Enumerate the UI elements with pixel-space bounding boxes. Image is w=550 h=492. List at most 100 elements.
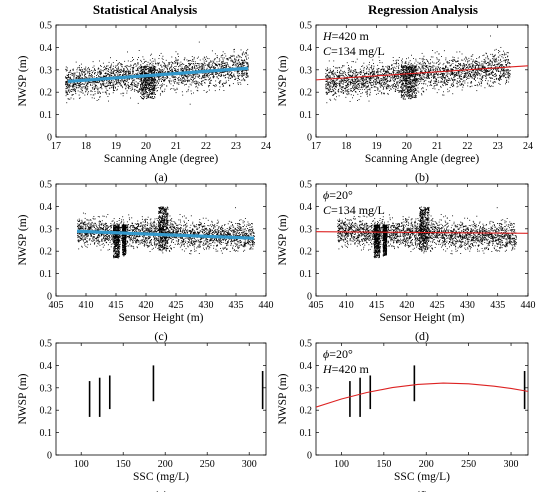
point xyxy=(130,73,131,75)
point xyxy=(224,53,226,55)
point xyxy=(474,73,476,75)
point xyxy=(355,86,357,88)
point xyxy=(181,64,183,66)
point xyxy=(228,79,230,81)
point xyxy=(387,80,389,82)
point xyxy=(396,61,397,63)
point xyxy=(126,67,128,69)
point xyxy=(484,87,486,89)
point xyxy=(235,63,237,65)
point xyxy=(187,69,189,71)
point xyxy=(387,92,389,94)
point xyxy=(326,88,328,90)
point xyxy=(234,76,236,78)
point xyxy=(241,54,243,56)
point xyxy=(78,94,80,96)
point xyxy=(214,64,216,66)
point xyxy=(98,82,100,84)
point xyxy=(148,85,150,87)
point xyxy=(222,57,224,59)
point xyxy=(467,82,469,84)
point xyxy=(429,69,431,71)
point xyxy=(142,62,144,64)
point xyxy=(153,79,155,81)
point xyxy=(432,65,434,67)
point xyxy=(213,71,215,73)
point xyxy=(342,87,344,89)
point xyxy=(163,62,165,64)
point xyxy=(101,88,103,90)
point xyxy=(507,68,509,70)
point xyxy=(141,84,143,86)
point xyxy=(478,61,480,63)
point xyxy=(430,84,432,86)
point xyxy=(423,61,425,63)
point xyxy=(151,93,153,95)
point xyxy=(65,83,67,85)
point xyxy=(246,52,247,54)
point xyxy=(143,79,145,81)
point xyxy=(76,87,78,88)
point xyxy=(105,91,107,93)
point xyxy=(370,80,372,81)
point xyxy=(414,86,415,88)
point xyxy=(66,69,68,71)
point xyxy=(218,58,220,60)
point xyxy=(99,60,101,62)
point xyxy=(366,68,368,70)
point xyxy=(462,77,464,79)
point xyxy=(163,80,164,82)
point xyxy=(405,82,407,84)
point xyxy=(335,67,337,69)
point xyxy=(123,67,125,69)
point xyxy=(84,71,86,73)
point xyxy=(476,62,478,64)
point xyxy=(144,65,146,67)
point xyxy=(100,87,102,89)
point xyxy=(72,69,74,71)
point xyxy=(69,70,71,72)
point xyxy=(432,76,434,77)
point xyxy=(146,66,148,68)
point xyxy=(132,71,134,73)
point xyxy=(395,73,396,75)
point xyxy=(145,90,147,92)
point xyxy=(333,73,335,75)
point xyxy=(222,65,224,66)
point xyxy=(181,68,183,69)
point xyxy=(328,81,330,83)
point xyxy=(353,86,355,88)
point xyxy=(144,95,146,97)
point xyxy=(374,78,376,80)
point xyxy=(486,74,488,76)
point xyxy=(438,73,439,75)
point xyxy=(78,85,80,87)
point xyxy=(380,74,382,75)
point xyxy=(349,70,351,72)
point xyxy=(137,62,139,63)
point xyxy=(421,83,423,85)
point xyxy=(122,75,123,76)
point xyxy=(474,61,476,63)
point xyxy=(508,72,510,74)
point xyxy=(350,82,352,84)
point xyxy=(117,68,119,69)
point xyxy=(205,60,207,62)
point xyxy=(489,61,491,63)
point xyxy=(449,73,451,75)
point xyxy=(206,68,208,70)
point xyxy=(79,85,80,86)
point xyxy=(83,71,85,73)
point xyxy=(137,102,139,104)
point xyxy=(94,69,96,70)
point xyxy=(413,58,414,59)
point xyxy=(204,68,205,70)
point xyxy=(445,69,447,71)
point xyxy=(396,81,398,83)
point xyxy=(465,72,467,73)
point xyxy=(133,83,135,84)
point xyxy=(494,73,496,75)
point xyxy=(387,71,389,73)
point xyxy=(102,91,104,93)
point xyxy=(144,84,146,86)
